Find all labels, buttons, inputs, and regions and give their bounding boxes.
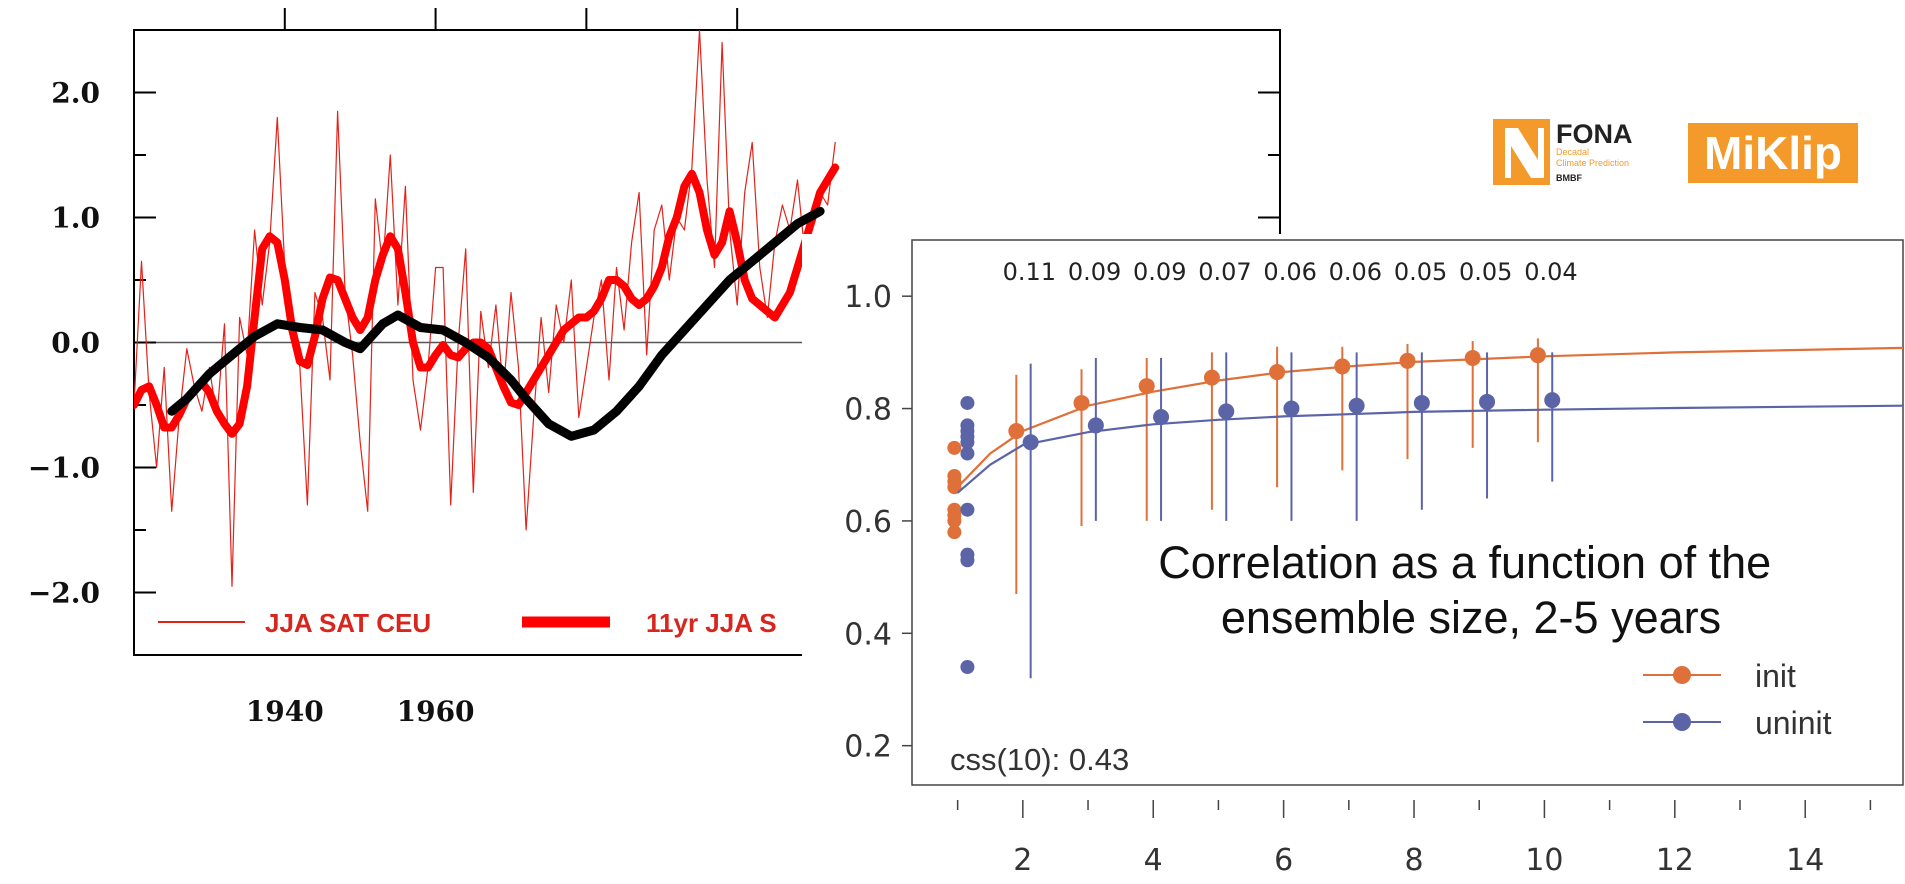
- corr-top-label: 0.05: [1394, 258, 1447, 286]
- miklip-logo-text: MiKlip: [1704, 127, 1842, 179]
- fona-logo: FONA Decadal Climate Prediction BMBF: [1493, 119, 1633, 185]
- corr-y-tick-label: 0.8: [844, 393, 892, 428]
- uninit-point: [1544, 392, 1561, 409]
- y-tick-label: −2.0: [28, 577, 100, 610]
- correlation-plot-frame: [911, 239, 1904, 786]
- x-tick-label: 1960: [397, 695, 475, 728]
- uninit-point: [1022, 434, 1039, 451]
- uninit-point: [1218, 403, 1235, 420]
- timeseries-series-group: [134, 30, 840, 587]
- fona-logo-cutout: [1505, 128, 1544, 178]
- corr-x-tick-label: 10: [1525, 843, 1563, 878]
- legend-init-marker: [1673, 666, 1691, 684]
- corr-x-tick-label: 2: [1013, 843, 1032, 878]
- init-point: [1399, 352, 1416, 369]
- y-tick-label: −1.0: [28, 452, 100, 485]
- legend-label-11yr: 11yr JJA S: [646, 608, 777, 638]
- timeseries-x-axis: 1940 1960: [246, 8, 739, 728]
- uninit-point: [1479, 393, 1496, 410]
- init-point: [1334, 358, 1351, 375]
- series-line-jja-sat: [134, 30, 836, 587]
- corr-top-label: 0.11: [1003, 258, 1056, 286]
- init-member-point: [947, 440, 962, 455]
- legend-label-jja-sat-ceu: JJA SAT CEU: [265, 608, 431, 638]
- y-tick-label: 1.0: [51, 202, 100, 235]
- series-line-11yr-red: [134, 163, 840, 438]
- init-point: [1138, 378, 1155, 395]
- uninit-member-point: [960, 446, 975, 461]
- uninit-point: [1413, 394, 1430, 411]
- fona-logo-line1: Decadal: [1556, 147, 1589, 157]
- legend-uninit-marker: [1673, 713, 1691, 731]
- init-member-point: [947, 480, 962, 495]
- correlation-series-group: [947, 338, 1904, 679]
- corr-top-label: 0.05: [1459, 258, 1512, 286]
- corr-x-tick-label: 4: [1144, 843, 1163, 878]
- corr-y-tick-label: 1.0: [844, 280, 892, 315]
- correlation-chart: 0.20.40.60.81.0 2 4 6 8 10 12 14 0.11 0.09 0.09 0…: [802, 234, 1905, 884]
- legend-label-uninit: uninit: [1755, 705, 1832, 741]
- uninit-point: [1283, 400, 1300, 417]
- annotation-background: [1072, 526, 1870, 651]
- uninit-point: [1153, 408, 1170, 425]
- corr-y-tick-label: 0.4: [844, 617, 892, 652]
- uninit-member-point: [960, 502, 975, 517]
- y-tick-label: 0.0: [51, 327, 100, 360]
- fona-logo-line2: Climate Prediction: [1556, 158, 1629, 168]
- fona-logo-title: FONA: [1556, 119, 1633, 149]
- uninit-fit-curve: [956, 404, 1904, 494]
- corr-top-label: 0.09: [1068, 258, 1121, 286]
- corr-top-label: 0.09: [1133, 258, 1186, 286]
- annotation-line-1: Correlation as a function of the: [1158, 537, 1771, 588]
- uninit-point: [1087, 417, 1104, 434]
- series-line-11yr-black: [167, 206, 825, 441]
- uninit-member-point: [960, 435, 975, 450]
- corr-top-label: 0.06: [1263, 258, 1316, 286]
- miklip-logo: MiKlip: [1688, 123, 1858, 183]
- corr-x-tick-label: 8: [1404, 843, 1423, 878]
- corr-y-tick-label: 0.2: [844, 730, 892, 765]
- init-member-point: [947, 525, 962, 540]
- init-member-point: [947, 513, 962, 528]
- corr-x-tick-label: 6: [1274, 843, 1293, 878]
- init-point: [1073, 394, 1090, 411]
- y-tick-label: 2.0: [51, 77, 100, 110]
- x-tick-label: 1940: [246, 695, 324, 728]
- fona-logo-line3: BMBF: [1556, 173, 1582, 183]
- corr-top-label: 0.07: [1198, 258, 1251, 286]
- init-point: [1529, 347, 1546, 364]
- init-point: [1008, 423, 1025, 440]
- corr-top-label: 0.04: [1524, 258, 1577, 286]
- correlation-y-axis: 0.2 0.4 0.6 0.8 1.0: [844, 280, 912, 765]
- correlation-top-labels: 0.11 0.09 0.09 0.07 0.06 0.06 0.05 0.05 0.04: [1003, 258, 1578, 286]
- init-point: [1269, 364, 1286, 381]
- annotation-line-2: ensemble size, 2-5 years: [1221, 592, 1721, 643]
- chart-annotation-title: Correlation as a function of the ensembl…: [1158, 537, 1783, 643]
- uninit-member-point: [960, 553, 975, 568]
- timeseries-chart: 2.0 1.0 0.0 −1.0 −2.0 1940 1960 JJA SAT CEU 1…: [28, 8, 1281, 728]
- correlation-legend: init uninit: [1643, 658, 1832, 741]
- uninit-point: [1348, 397, 1365, 414]
- corr-x-tick-label: 12: [1656, 843, 1694, 878]
- timeseries-legend: JJA SAT CEU 11yr JJA S: [158, 608, 777, 638]
- legend-label-init: init: [1755, 658, 1796, 694]
- init-point: [1203, 369, 1220, 386]
- corr-y-tick-label: 0.6: [844, 505, 892, 540]
- corr-x-tick-label: 14: [1786, 843, 1824, 878]
- miklip-logo-background: [1688, 123, 1858, 183]
- css-annotation: css(10): 0.43: [950, 742, 1129, 777]
- uninit-member-point: [960, 395, 975, 410]
- init-point: [1464, 349, 1481, 366]
- uninit-member-point: [960, 660, 975, 675]
- correlation-x-axis: 2 4 6 8 10 12 14: [956, 800, 1872, 878]
- corr-top-label: 0.06: [1329, 258, 1382, 286]
